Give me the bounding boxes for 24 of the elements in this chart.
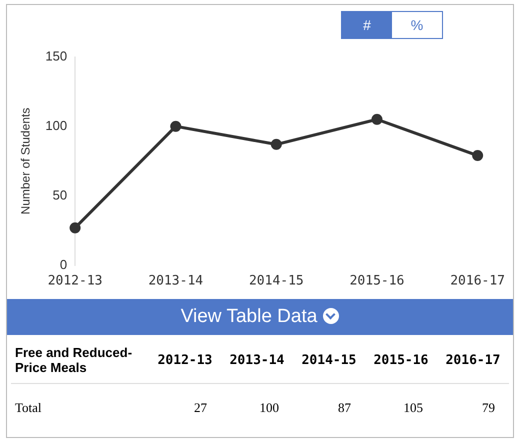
text: View Table Data xyxy=(180,306,318,327)
y-tick-label: 150 xyxy=(45,48,68,64)
y-axis-title: Number of Students xyxy=(18,108,33,214)
category-label: 2014-15 xyxy=(302,352,356,368)
y-tick-label: 0 xyxy=(60,256,68,272)
category-label: 2015-16 xyxy=(374,352,428,368)
x-tick-label: 2016-17 xyxy=(450,274,506,289)
category-label: 2013-14 xyxy=(230,352,284,368)
text: 27 xyxy=(193,399,208,417)
x-tick-label: 2014-15 xyxy=(248,274,304,289)
category-label: 2016-17 xyxy=(446,352,500,368)
x-tick-label: 2012-13 xyxy=(48,274,102,289)
text: Total xyxy=(14,399,43,417)
x-tick-label: 2013-14 xyxy=(148,274,204,289)
y-tick-label: 100 xyxy=(45,118,68,133)
number-toggle-button: # xyxy=(342,12,392,38)
x-tick-label: 2015-16 xyxy=(350,274,404,289)
text: Free and Reduced-Price Meals xyxy=(11,341,149,384)
text: 79 xyxy=(481,399,496,417)
y-tick-label: 50 xyxy=(52,187,68,202)
text: 105 xyxy=(402,399,424,417)
text: 100 xyxy=(258,399,280,417)
category-label: 2012-13 xyxy=(158,352,212,368)
text: 87 xyxy=(337,399,352,417)
